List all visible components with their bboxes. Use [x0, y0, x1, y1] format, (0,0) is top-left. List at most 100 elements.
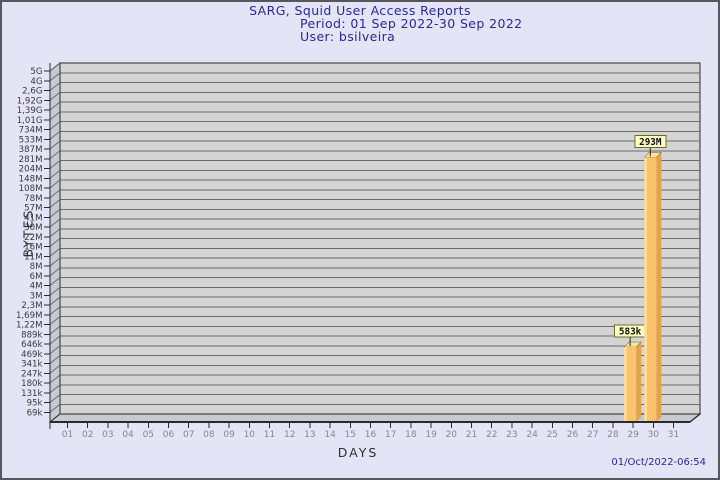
- left-wall-diagonal: [49, 345, 61, 355]
- left-wall-diagonal: [49, 267, 61, 277]
- x-tick-label: 09: [223, 430, 235, 440]
- y-tick-label: 646k: [21, 340, 42, 350]
- x-tick-label: 18: [405, 430, 417, 440]
- left-wall-diagonal: [49, 121, 61, 130]
- y-tick-label: 69k: [27, 408, 43, 418]
- y-tick-label: 78M: [24, 194, 42, 204]
- left-wall-diagonal: [49, 111, 61, 121]
- y-tick-label: 57M: [24, 204, 42, 214]
- left-wall-diagonal: [49, 364, 61, 374]
- left-wall-diagonal: [49, 238, 61, 247]
- left-wall-diagonal: [49, 150, 61, 160]
- y-tick-label: 387M: [19, 145, 43, 155]
- bar-side-face: [656, 152, 662, 422]
- x-tick-label: 05: [143, 430, 154, 440]
- left-wall-diagonal: [49, 169, 61, 179]
- report-period: Period: 01 Sep 2022-30 Sep 2022: [300, 16, 523, 31]
- x-tick-label: 19: [425, 430, 437, 440]
- x-tick-label: 20: [446, 430, 458, 440]
- plot-floor: [48, 413, 702, 423]
- x-tick-label: 13: [304, 430, 315, 440]
- x-tick-label: 10: [244, 430, 256, 440]
- bar: [644, 157, 657, 422]
- y-tick-label: 889k: [21, 330, 42, 340]
- x-tick-label: 24: [526, 430, 538, 440]
- generated-timestamp: 01/Oct/2022-06:54: [611, 457, 706, 468]
- left-wall-diagonal: [49, 384, 61, 394]
- y-tick-label: 30M: [24, 223, 42, 233]
- bar-side-face: [636, 342, 642, 422]
- x-tick-label: 12: [284, 430, 295, 440]
- left-wall-diagonal: [49, 286, 61, 296]
- bar-highlight: [624, 347, 627, 422]
- left-wall-diagonal: [49, 208, 61, 218]
- x-tick-label: 01: [62, 430, 73, 440]
- x-tick-label: 08: [203, 430, 215, 440]
- x-tick-label: 16: [365, 430, 377, 440]
- bar-value-label: 293M: [639, 137, 662, 148]
- y-tick-label: 4M: [30, 282, 43, 292]
- report-user: User: bsilveira: [300, 29, 396, 44]
- left-wall-diagonal: [49, 374, 61, 384]
- left-wall-diagonal: [49, 394, 61, 403]
- left-wall-diagonal: [49, 189, 61, 199]
- bar: [624, 347, 637, 422]
- left-wall-diagonal: [49, 218, 61, 228]
- bar-value-label: 583k: [619, 326, 642, 337]
- x-tick-label: 30: [648, 430, 660, 440]
- y-tick-label: 469k: [21, 350, 42, 360]
- y-tick-label: 5G: [30, 67, 42, 77]
- left-wall-diagonal: [49, 247, 61, 257]
- y-tick-label: 8M: [30, 262, 43, 272]
- x-tick-label: 17: [385, 430, 396, 440]
- floor-right-edge: [689, 413, 701, 423]
- x-tick-label: 15: [345, 430, 356, 440]
- y-tick-label: 148M: [19, 174, 43, 184]
- x-tick-label: 27: [587, 430, 598, 440]
- left-wall-diagonal: [49, 257, 61, 267]
- y-tick-label: 1,01G: [17, 116, 43, 126]
- y-tick-label: 3M: [30, 291, 43, 301]
- y-tick-label: 1,69M: [16, 311, 43, 321]
- left-wall-diagonal: [49, 91, 61, 101]
- x-tick-label: 25: [547, 430, 558, 440]
- x-axis-title: DAYS: [337, 445, 379, 460]
- y-tick-label: 16M: [24, 243, 42, 253]
- left-wall-diagonal: [49, 130, 61, 140]
- y-tick-label: 281M: [19, 155, 43, 165]
- y-tick-label: 247k: [21, 369, 42, 379]
- left-wall-diagonal: [49, 335, 61, 345]
- page-title: SARG, Squid User Access Reports: [249, 3, 471, 18]
- left-wall-diagonal: [49, 306, 61, 316]
- y-tick-label: 41M: [24, 213, 42, 223]
- y-tick-label: 22M: [24, 233, 42, 243]
- x-tick-label: 06: [163, 430, 175, 440]
- left-wall-diagonal: [49, 62, 61, 72]
- left-wall-diagonal: [49, 355, 61, 364]
- left-wall-diagonal: [49, 228, 61, 238]
- x-tick-label: 22: [486, 430, 497, 440]
- y-tick-label: 1,22M: [16, 321, 43, 331]
- y-tick-label: 1,92G: [17, 96, 43, 106]
- bar-highlight: [644, 157, 647, 422]
- left-wall-diagonal: [49, 82, 61, 91]
- x-tick-label: 28: [607, 430, 619, 440]
- y-tick-label: 108M: [19, 184, 43, 194]
- x-tick-label: 11: [264, 430, 275, 440]
- x-tick-label: 04: [122, 430, 134, 440]
- y-tick-label: 180k: [21, 379, 42, 389]
- y-tick-label: 204M: [19, 165, 43, 175]
- left-wall-diagonal: [49, 179, 61, 189]
- x-tick-label: 07: [183, 430, 194, 440]
- value-label-box: [634, 134, 667, 148]
- left-wall-diagonal: [49, 199, 61, 208]
- x-tick-label: 23: [506, 430, 517, 440]
- left-wall-diagonal: [49, 403, 61, 413]
- x-tick-label: 14: [324, 430, 336, 440]
- y-tick-label: 1,39G: [17, 106, 43, 116]
- y-tick-label: 4G: [30, 77, 42, 87]
- x-tick-label: 03: [102, 430, 113, 440]
- y-tick-label: 734M: [19, 126, 43, 136]
